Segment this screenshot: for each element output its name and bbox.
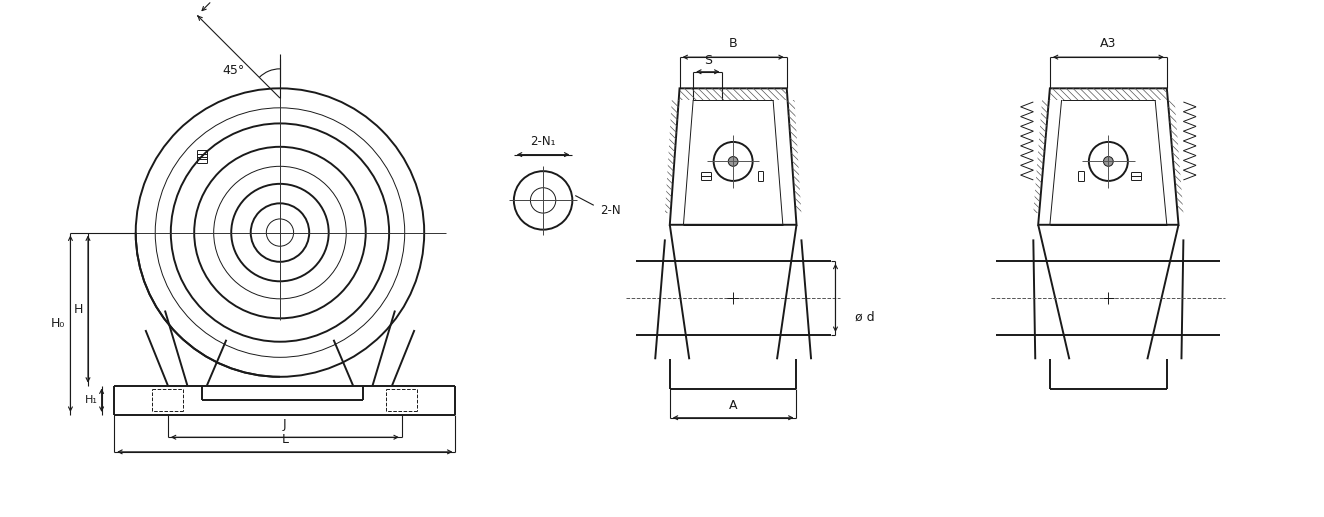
Polygon shape <box>670 88 797 225</box>
Circle shape <box>1103 157 1113 166</box>
Text: ø d: ø d <box>855 311 875 324</box>
Text: H₁: H₁ <box>85 395 98 405</box>
Text: A: A <box>730 399 737 412</box>
Text: L: L <box>281 433 289 446</box>
Text: S: S <box>704 54 712 67</box>
Text: H₀: H₀ <box>50 317 65 330</box>
Circle shape <box>728 157 737 166</box>
Text: 2-N₁: 2-N₁ <box>531 135 556 148</box>
Text: J: J <box>283 418 287 431</box>
Text: B: B <box>728 37 737 50</box>
Text: 2-N: 2-N <box>600 204 620 217</box>
Text: H: H <box>74 302 83 315</box>
Text: 45°: 45° <box>222 64 245 77</box>
Polygon shape <box>1038 88 1178 225</box>
Text: A3: A3 <box>1100 37 1116 50</box>
